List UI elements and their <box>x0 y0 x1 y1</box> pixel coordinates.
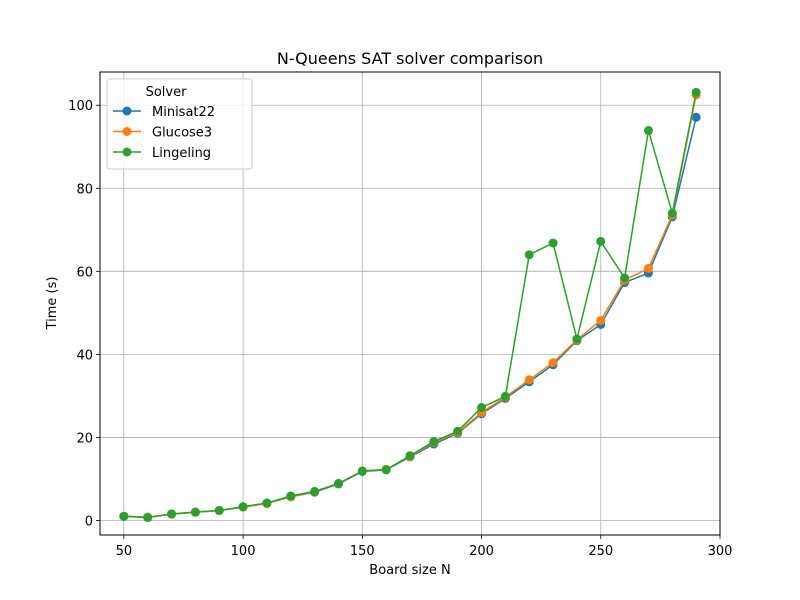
grid <box>100 72 721 535</box>
x-tick-label: 50 <box>116 544 133 559</box>
data-point-lingeling <box>691 87 701 97</box>
data-point-lingeling <box>190 507 200 517</box>
data-point-lingeling <box>119 511 129 521</box>
data-point-lingeling <box>381 465 391 475</box>
data-point-lingeling <box>333 479 343 489</box>
x-tick-label: 300 <box>708 544 733 559</box>
data-point-minisat22 <box>691 112 701 122</box>
x-tick-label: 250 <box>588 544 613 559</box>
legend-marker-glucose3 <box>122 127 132 136</box>
data-point-glucose3 <box>524 375 534 385</box>
data-point-lingeling <box>596 236 606 246</box>
data-point-lingeling <box>667 208 677 218</box>
data-point-lingeling <box>214 506 224 516</box>
y-tick-label: 0 <box>85 514 93 529</box>
plot-frame <box>99 71 721 536</box>
data-point-lingeling <box>405 451 415 461</box>
data-point-lingeling <box>429 437 439 447</box>
data-point-lingeling <box>357 466 367 476</box>
legend-marker-lingeling <box>122 147 132 157</box>
data-point-lingeling <box>143 513 153 523</box>
legend-title: Solver <box>146 85 188 100</box>
data-point-lingeling <box>238 502 248 512</box>
y-tick-label: 80 <box>76 182 93 197</box>
x-axis-label: Board size N <box>369 563 450 578</box>
data-point-glucose3 <box>596 315 606 325</box>
data-point-lingeling <box>548 238 558 248</box>
data-point-lingeling <box>477 403 487 413</box>
legend: Solver Minisat22 Glucose3 Lingeling <box>106 78 253 170</box>
chart-title: N-Queens SAT solver comparison <box>277 49 543 68</box>
legend-label-minisat22: Minisat22 <box>152 105 215 120</box>
x-tick-label: 150 <box>350 544 375 559</box>
data-point-lingeling <box>167 509 177 519</box>
legend-marker-minisat22 <box>122 106 132 116</box>
data-point-lingeling <box>572 334 582 344</box>
data-point-lingeling <box>620 273 630 283</box>
axis-ticks: 50 100 150 200 250 300 0 20 40 60 80 100 <box>68 99 732 559</box>
data-point-lingeling <box>286 491 296 501</box>
legend-box <box>106 78 253 170</box>
data-point-lingeling <box>310 486 320 496</box>
data-point-lingeling <box>453 426 463 436</box>
data-point-lingeling <box>262 498 272 508</box>
y-tick-label: 40 <box>76 348 93 363</box>
legend-label-lingeling: Lingeling <box>152 146 211 161</box>
data-point-glucose3 <box>548 358 558 368</box>
y-tick-label: 60 <box>76 265 93 280</box>
data-point-lingeling <box>500 391 510 401</box>
x-tick-label: 100 <box>231 544 256 559</box>
legend-label-glucose3: Glucose3 <box>152 126 212 141</box>
x-tick-label: 200 <box>469 544 494 559</box>
data-point-lingeling <box>643 126 653 136</box>
y-axis-label: Time (s) <box>45 277 60 331</box>
y-tick-label: 20 <box>76 431 93 446</box>
data-point-glucose3 <box>643 263 653 273</box>
series-layer <box>119 87 701 523</box>
data-point-lingeling <box>524 250 534 260</box>
y-tick-label: 100 <box>68 99 93 114</box>
